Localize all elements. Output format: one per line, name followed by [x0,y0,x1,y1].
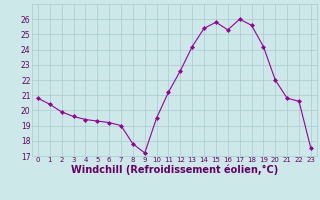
X-axis label: Windchill (Refroidissement éolien,°C): Windchill (Refroidissement éolien,°C) [71,165,278,175]
